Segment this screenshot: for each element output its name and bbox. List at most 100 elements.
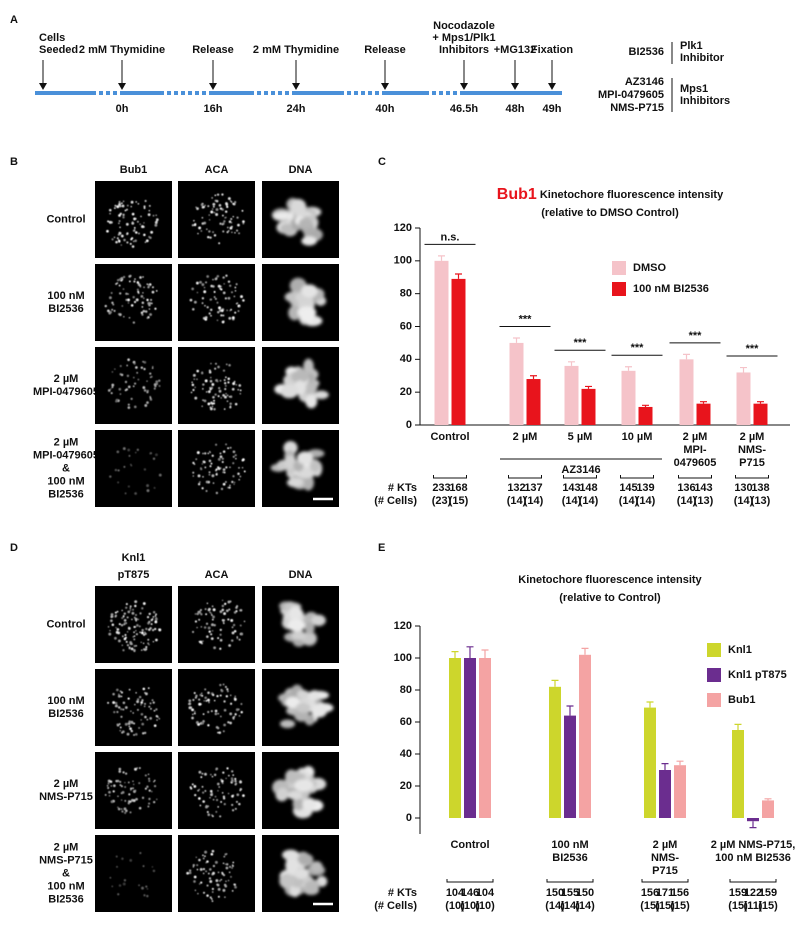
kinetochore	[147, 687, 150, 689]
kinetochore	[149, 398, 153, 401]
chromosome	[300, 311, 315, 323]
kinetochore	[222, 874, 226, 877]
kinetochore	[227, 600, 231, 604]
kinetochore	[237, 472, 240, 476]
kinetochore	[135, 366, 138, 369]
kinetochore	[234, 885, 237, 889]
kinetochore	[230, 875, 232, 878]
kinetochore	[225, 880, 227, 883]
kinetochore	[110, 613, 114, 616]
chromosome	[279, 873, 294, 889]
significance-label: ***	[631, 342, 645, 354]
kinetochore	[217, 712, 220, 715]
kinetochore	[136, 624, 139, 627]
kinetochore	[229, 309, 231, 312]
kinetochore	[126, 644, 129, 647]
chromosome	[277, 787, 289, 800]
kinetochore	[153, 724, 157, 728]
count-bracket	[641, 879, 689, 883]
kinetochore	[132, 799, 136, 803]
cell-count: (10)	[445, 900, 465, 912]
kinetochore	[137, 618, 140, 621]
kinetochore	[209, 236, 212, 239]
kinetochore	[205, 804, 208, 807]
kinetochore	[196, 626, 198, 629]
cell-count: (14)	[560, 900, 580, 912]
kinetochore	[151, 699, 154, 702]
kinetochore	[129, 609, 132, 611]
kinetochore	[104, 793, 107, 796]
kinetochore	[148, 620, 151, 623]
dna-blob	[284, 277, 327, 327]
kinetochore	[155, 798, 158, 801]
kinetochore	[223, 723, 226, 727]
kinetochore	[211, 887, 214, 891]
kinetochore	[147, 213, 151, 217]
kinetochore	[151, 290, 155, 294]
kinetochore	[149, 376, 152, 379]
y-tick-label: 0	[406, 812, 412, 824]
error-bar	[661, 763, 669, 770]
kinetochore	[155, 708, 158, 711]
kinetochore	[119, 364, 122, 368]
kinetochore	[206, 306, 209, 309]
y-tick-label: 120	[394, 222, 412, 234]
kinetochore	[211, 405, 214, 408]
kinetochore	[152, 457, 156, 460]
kinetochore	[222, 797, 226, 800]
kinetochore	[213, 399, 216, 402]
kinetochore	[144, 310, 148, 313]
kinetochore	[208, 312, 211, 315]
bar	[674, 765, 686, 818]
kinetochore	[209, 611, 211, 614]
kinetochore	[138, 782, 141, 785]
kinetochore	[194, 620, 198, 623]
kinetochore	[224, 388, 227, 391]
kinetochore	[217, 789, 219, 792]
bar	[753, 403, 768, 425]
micrograph	[178, 264, 255, 341]
kinetochore	[228, 865, 232, 868]
kinetochore	[117, 469, 120, 472]
kinetochore	[242, 794, 245, 797]
kinetochore	[138, 726, 141, 729]
kinetochore	[142, 732, 145, 735]
kinetochore	[218, 879, 221, 882]
kinetochore	[212, 231, 215, 234]
kinetochore	[222, 471, 225, 474]
kinetochore	[121, 857, 124, 860]
kinetochore	[201, 721, 205, 725]
kinetochore	[218, 387, 221, 390]
kinetochore	[131, 643, 133, 645]
kinetochore	[217, 895, 220, 898]
kinetochore	[209, 308, 213, 312]
kinetochore	[122, 205, 125, 208]
kinetochore	[118, 693, 120, 696]
kinetochore	[209, 773, 212, 776]
micrograph	[95, 835, 172, 912]
kinetochore	[225, 202, 228, 205]
y-tick-label: 100	[394, 255, 412, 267]
kinetochore	[200, 203, 204, 207]
kinetochore	[226, 394, 229, 397]
kinetochore	[151, 618, 154, 620]
kinetochore	[231, 796, 234, 798]
kinetochore	[195, 281, 199, 285]
kinetochore	[127, 781, 130, 784]
y-tick-label: 0	[406, 419, 412, 431]
kinetochore	[231, 480, 234, 484]
kinetochore	[209, 896, 212, 899]
kinetochore	[147, 642, 150, 645]
kinetochore	[149, 626, 152, 630]
kinetochore	[122, 882, 126, 886]
kinetochore	[227, 377, 231, 381]
count-bracket	[678, 475, 712, 479]
kinetochore	[133, 382, 137, 385]
kinetochore	[214, 194, 217, 197]
kinetochore	[229, 712, 233, 716]
kinetochore	[220, 878, 223, 881]
kinetochore	[198, 797, 201, 800]
chromosome	[293, 868, 309, 880]
kinetochore	[153, 800, 156, 804]
kinetochore	[143, 367, 146, 371]
